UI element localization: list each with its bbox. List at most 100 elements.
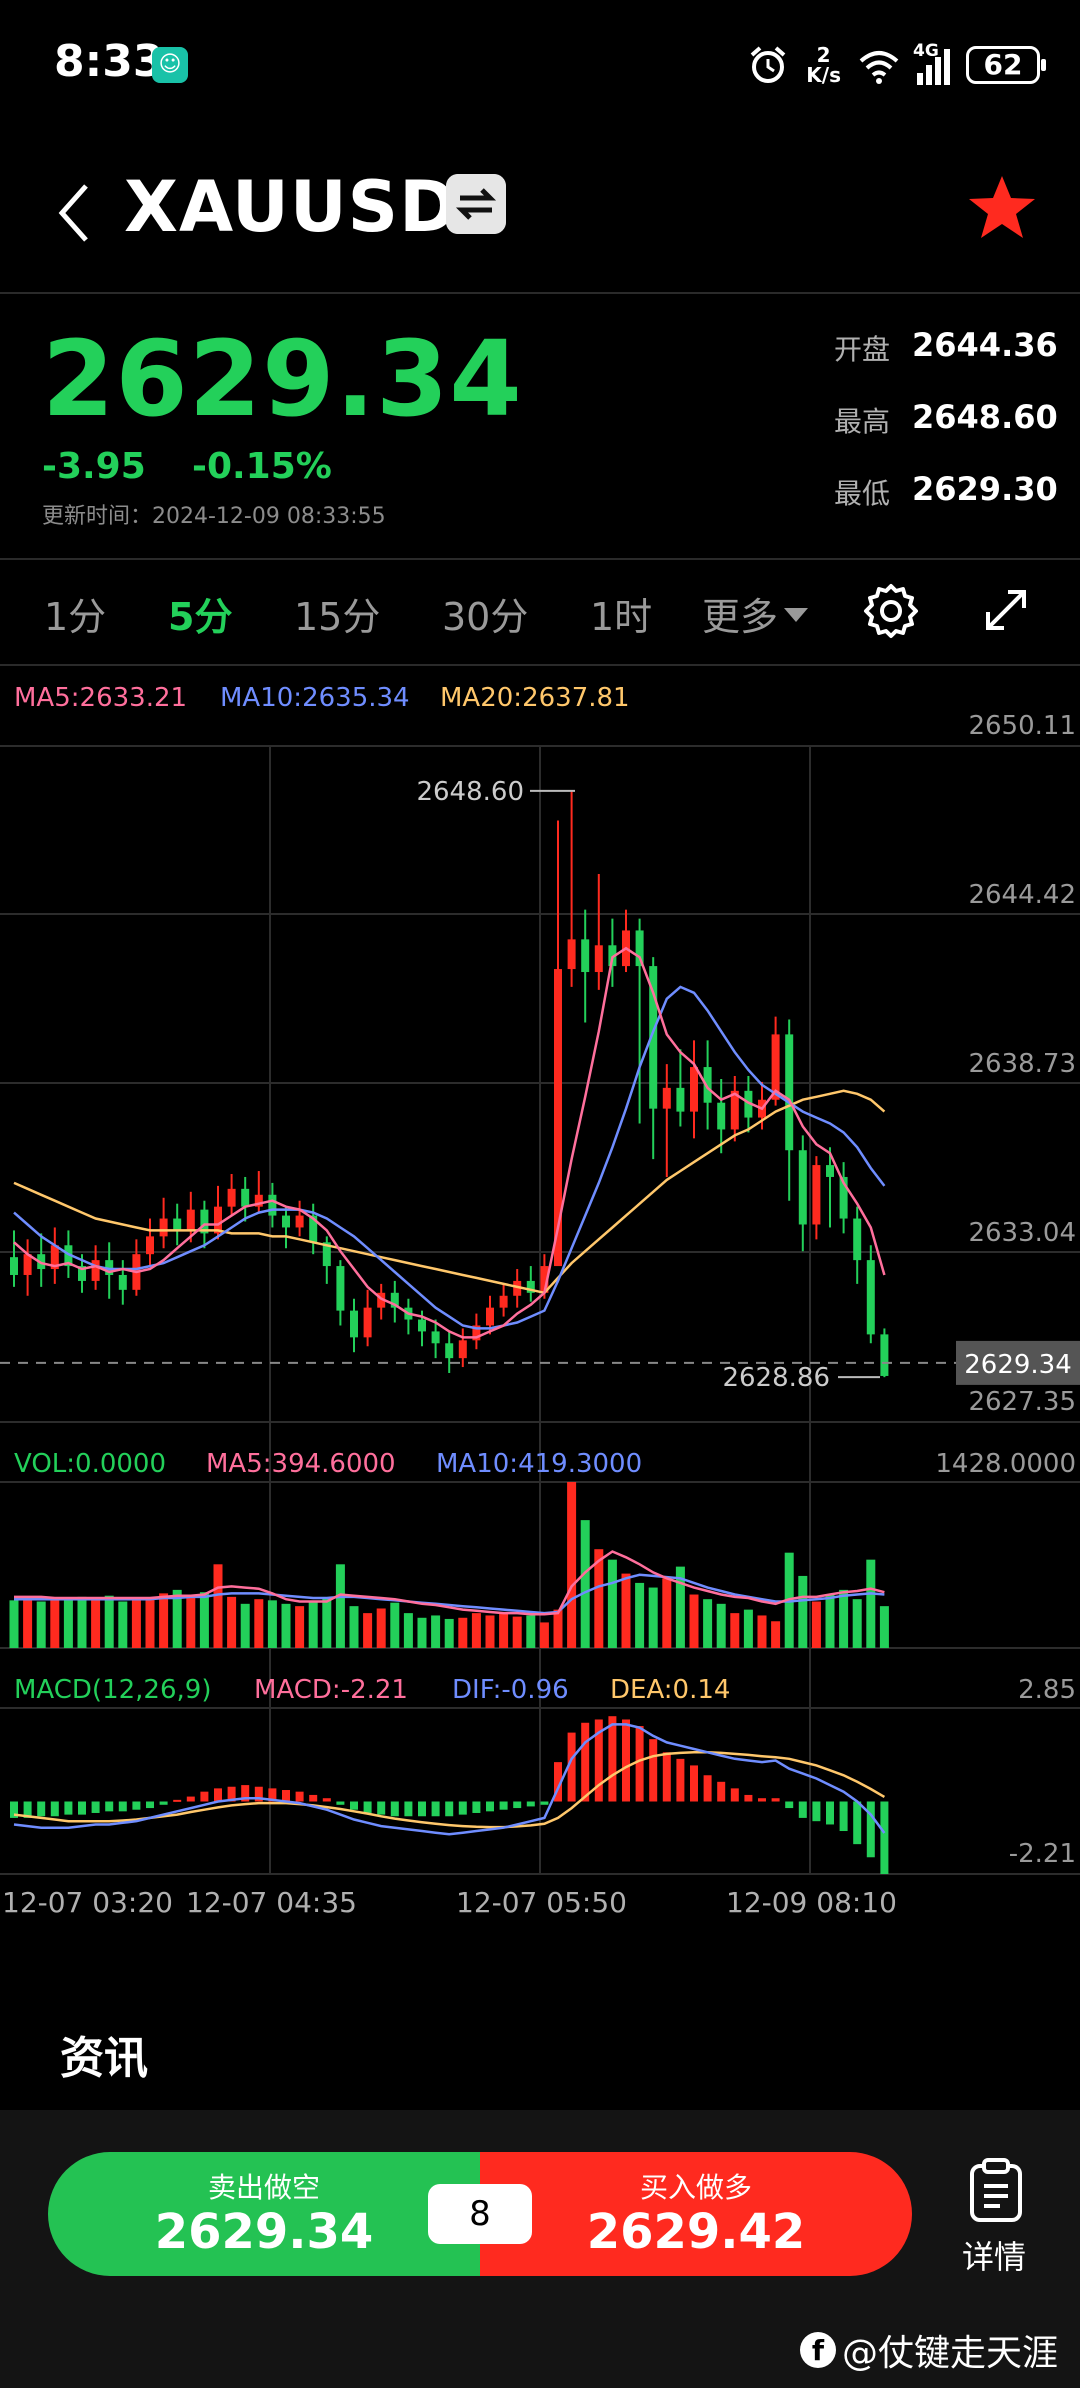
macd-bar xyxy=(200,1791,209,1802)
candle-body xyxy=(880,1334,889,1376)
buy-button[interactable]: 买入做多 2629.42 xyxy=(480,2152,912,2276)
favorite-star-icon[interactable] xyxy=(966,172,1038,244)
macd-bar xyxy=(662,1752,671,1802)
ma10-legend: MA10:2635.34 xyxy=(220,683,410,713)
volume-bar xyxy=(526,1615,536,1648)
candle-body xyxy=(200,1209,209,1234)
settings-gear-icon[interactable] xyxy=(862,582,920,640)
macd-bar xyxy=(132,1801,141,1810)
candle-body xyxy=(567,939,576,970)
low-label: 最低 xyxy=(834,477,891,510)
symbol-title: XAUUSD xyxy=(124,166,459,248)
details-label[interactable]: 详情 xyxy=(962,2238,1027,2276)
tab-30min[interactable]: 30分 xyxy=(442,595,529,639)
candle-body xyxy=(866,1260,875,1335)
candle-body xyxy=(717,1102,726,1130)
macd-bar xyxy=(717,1781,726,1802)
candle-body xyxy=(336,1266,345,1311)
candle-body xyxy=(159,1218,168,1237)
candle-body xyxy=(445,1343,454,1359)
tab-1hour[interactable]: 1时 xyxy=(590,595,653,639)
macd-bar xyxy=(839,1801,848,1832)
macd-bar xyxy=(622,1719,630,1802)
candle-body xyxy=(635,930,644,967)
macd-bar xyxy=(377,1801,386,1815)
kline-chart[interactable]: MA5:2633.21 MA10:2635.34 MA20:2637.81 26… xyxy=(0,666,1080,1916)
clipboard-icon[interactable] xyxy=(968,2158,1024,2222)
high-label: 最高 xyxy=(834,405,891,438)
volume-bar xyxy=(471,1613,481,1648)
volume-bar xyxy=(186,1594,196,1648)
macd-bar xyxy=(513,1801,522,1809)
net-speed-value: 2 xyxy=(816,43,831,67)
volume-bar xyxy=(458,1617,468,1648)
volume-bar xyxy=(77,1596,87,1648)
volume-ma-lines xyxy=(14,1550,885,1616)
swap-icon[interactable] xyxy=(446,174,506,234)
price-axis-tick: 2644.42 xyxy=(968,880,1076,910)
volume-bar xyxy=(648,1587,658,1648)
volume-bar xyxy=(730,1613,740,1648)
macd-bar xyxy=(322,1798,331,1802)
volume-bar xyxy=(866,1559,876,1648)
facebook-icon: f xyxy=(800,2332,836,2368)
macd-bar xyxy=(785,1801,794,1809)
volume-bar xyxy=(349,1606,359,1648)
macd-axis-tick: 2.85 xyxy=(1018,1675,1076,1705)
tab-1min[interactable]: 1分 xyxy=(44,595,107,639)
macd-bar xyxy=(826,1801,834,1825)
macd-bar xyxy=(268,1788,277,1802)
volume-bar xyxy=(512,1616,522,1648)
sell-button[interactable]: 卖出做空 2629.34 xyxy=(48,2152,480,2276)
tab-5min[interactable]: 5分 xyxy=(168,595,233,639)
status-time: 8:33 xyxy=(54,36,164,87)
high-price-label: 2648.60 xyxy=(416,777,524,807)
volume-bar xyxy=(635,1582,645,1648)
candle-body xyxy=(105,1260,114,1275)
news-section-title[interactable]: 资讯 xyxy=(60,2033,148,2084)
low-marker: 2628.86 xyxy=(722,1363,880,1393)
candle-body xyxy=(186,1209,195,1231)
candle-body xyxy=(513,1280,522,1296)
volume-bar xyxy=(662,1578,672,1648)
volume-bar xyxy=(172,1589,182,1648)
macd-bar xyxy=(50,1801,59,1817)
update-time: 更新时间：2024-12-09 08:33:55 xyxy=(42,504,386,529)
network-type: 4G xyxy=(913,41,939,61)
low-value: 2629.30 xyxy=(912,470,1058,508)
candle-body xyxy=(50,1245,59,1270)
spread-badge: 8 xyxy=(428,2184,532,2244)
time-axis-tick: 12-07 05:50 xyxy=(456,1886,627,1916)
dea-legend: DEA:0.14 xyxy=(610,1675,730,1705)
volume-bar xyxy=(118,1601,128,1648)
candle-body xyxy=(173,1218,182,1231)
macd-bar xyxy=(241,1785,250,1802)
back-icon[interactable] xyxy=(52,178,102,248)
candle-body xyxy=(146,1236,154,1255)
tab-15min[interactable]: 15分 xyxy=(294,595,381,639)
macd-bar xyxy=(526,1801,535,1807)
status-bar: 8:33 ☺ 2 K/s 4G 62 xyxy=(0,0,1080,130)
candle-body xyxy=(649,966,658,1109)
price-axis-tick: 2638.73 xyxy=(968,1049,1076,1079)
volume-bar xyxy=(308,1601,318,1648)
candle-body xyxy=(23,1254,32,1275)
macd-bar xyxy=(880,1801,889,1874)
buy-price: 2629.42 xyxy=(586,2204,806,2260)
buy-label: 买入做多 xyxy=(639,2171,752,2204)
volume-bar xyxy=(757,1615,767,1648)
macd-bar xyxy=(363,1801,372,1813)
trade-bar: 卖出做空 2629.34 买入做多 2629.42 8 详情 f @仗键走天涯 xyxy=(0,2110,1080,2388)
macd-bar xyxy=(730,1788,739,1802)
macd-bar xyxy=(540,1801,549,1805)
tab-more[interactable]: 更多 xyxy=(702,586,810,641)
volume-bars xyxy=(9,1482,889,1648)
fullscreen-icon[interactable] xyxy=(978,582,1034,638)
macd-bar xyxy=(295,1791,304,1802)
candle-body xyxy=(581,939,590,973)
candle-body xyxy=(64,1245,73,1267)
dif-line xyxy=(13,1723,886,1836)
volume-bar xyxy=(267,1600,277,1648)
macd-bar xyxy=(581,1722,590,1802)
volume-bar xyxy=(104,1595,114,1648)
